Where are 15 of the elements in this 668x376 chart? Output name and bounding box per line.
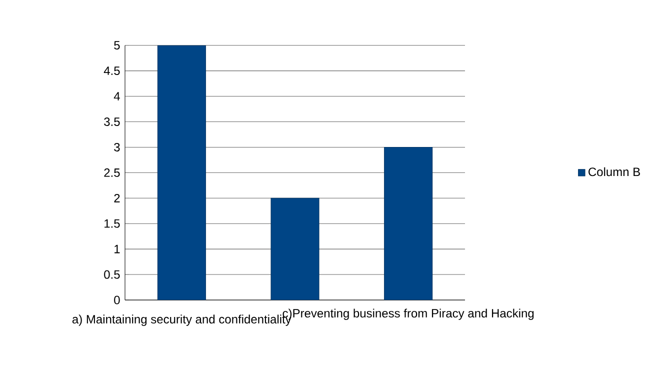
y-tick-label: 4 <box>114 92 120 100</box>
y-tick-label: 3.5 <box>104 117 120 126</box>
bar <box>157 45 206 300</box>
y-tick-label: 0.5 <box>104 270 120 279</box>
bar <box>270 198 320 300</box>
y-tick-label: 0 <box>114 296 120 304</box>
legend-label: Column B <box>588 167 640 176</box>
bar <box>384 146 433 300</box>
y-tick-label: 1 <box>114 244 120 254</box>
y-tick-label: 4.5 <box>104 66 120 76</box>
y-tick-label: 2.5 <box>104 168 120 177</box>
y-tick-label: 2 <box>114 194 120 202</box>
y-tick-label: 1.5 <box>104 219 120 228</box>
y-tick-label: 3 <box>114 142 120 152</box>
y-tick-label: 5 <box>114 41 120 50</box>
